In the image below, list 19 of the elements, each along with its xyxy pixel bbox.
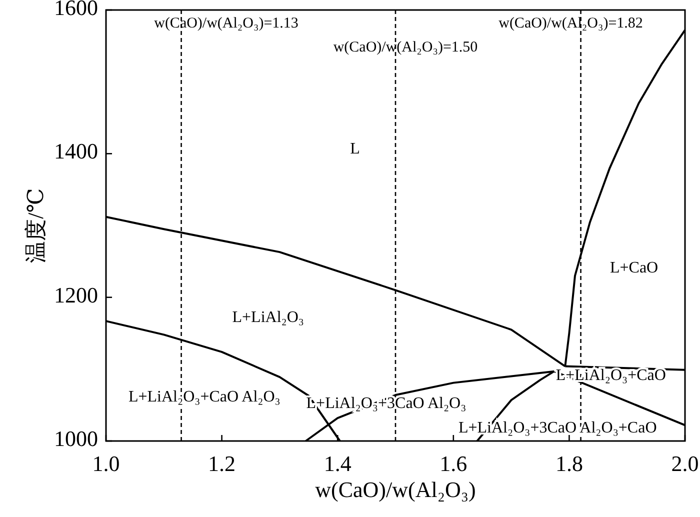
y-tick-label: 1000 (54, 426, 98, 452)
annotation: L+LiAl₂O₃ (232, 308, 304, 326)
ref-line-label: w(CaO)/w(Al₂O₃)=1.82 (498, 15, 643, 32)
annotation: L (350, 140, 360, 158)
annotation: L+CaO (610, 259, 658, 276)
annotation: L+LiAl₂O₃+CaO Al₂O₃ (128, 388, 280, 406)
y-tick-label: 1200 (54, 282, 98, 308)
x-tick-label: 1.6 (440, 451, 468, 476)
ref-line-label: w(CaO)/w(Al₂O₃)=1.50 (333, 39, 478, 56)
x-tick-label: 1.8 (555, 451, 583, 476)
x-tick-label: 2.0 (671, 451, 699, 476)
x-tick-label: 1.2 (208, 451, 236, 476)
x-axis-title: w(CaO)/w(Al₂O₃) (315, 477, 476, 502)
y-tick-label: 1400 (54, 138, 98, 164)
x-tick-label: 1.0 (92, 451, 120, 476)
y-tick-label: 1600 (54, 0, 98, 20)
ref-line-label: w(CaO)/w(Al₂O₃)=1.13 (154, 15, 298, 32)
y-axis-title: 温度/℃ (23, 188, 48, 263)
x-tick-label: 1.4 (324, 451, 352, 476)
